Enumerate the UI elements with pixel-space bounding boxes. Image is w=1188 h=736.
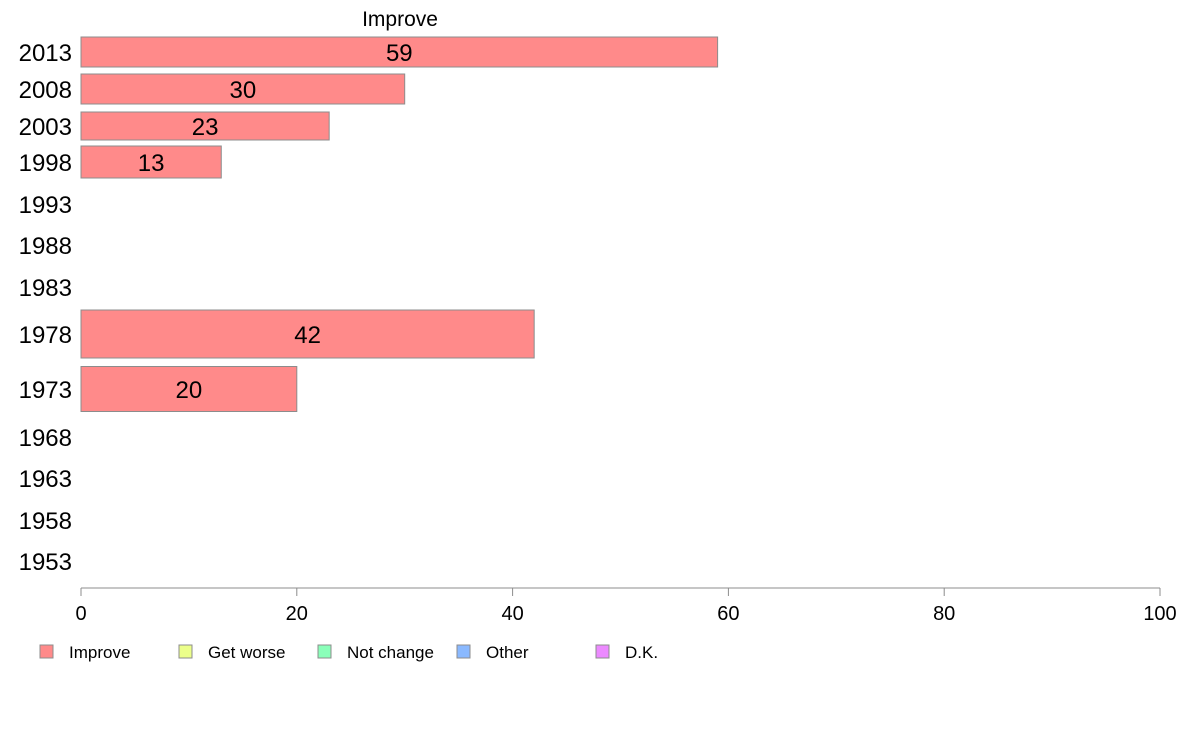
category-labels: 2013 2008 2003 1998 1993 1988 1983 1978 1973 1968… bbox=[19, 40, 72, 576]
x-tick-label: 20 bbox=[286, 603, 308, 625]
bar bbox=[80, 366, 298, 412]
category-label: 1958 bbox=[19, 508, 72, 535]
bar-value-label: 42 bbox=[294, 322, 321, 349]
bar-labels-layer: 59 30 23 13 42 20 bbox=[138, 40, 413, 404]
legend-label: Other bbox=[486, 643, 529, 662]
legend-swatch bbox=[317, 644, 332, 659]
legend-swatch bbox=[39, 644, 54, 659]
category-label: 1978 bbox=[19, 322, 72, 349]
x-tick-label: 0 bbox=[75, 603, 86, 625]
legend-label: Not change bbox=[347, 643, 434, 662]
category-label: 1973 bbox=[19, 377, 72, 404]
legend: Improve Get worse Not change Other D.K. bbox=[39, 643, 658, 662]
legend-swatch bbox=[595, 644, 610, 659]
category-label: 1983 bbox=[19, 275, 72, 302]
bar bbox=[80, 145, 222, 179]
x-tick-label: 40 bbox=[501, 603, 523, 625]
category-label: 2013 bbox=[19, 40, 72, 67]
bar-value-label: 13 bbox=[138, 150, 165, 177]
bar-value-label: 59 bbox=[386, 40, 413, 67]
category-label: 1953 bbox=[19, 549, 72, 576]
legend-swatch bbox=[178, 644, 193, 659]
legend-label: Get worse bbox=[208, 643, 285, 662]
chart-title: Improve bbox=[362, 8, 438, 31]
category-label: 1968 bbox=[19, 425, 72, 452]
legend-label: D.K. bbox=[625, 643, 658, 662]
bar-value-label: 20 bbox=[176, 377, 203, 404]
legend-label: Improve bbox=[69, 643, 130, 662]
category-label: 1993 bbox=[19, 192, 72, 219]
bar-value-label: 23 bbox=[192, 114, 219, 141]
category-label: 1998 bbox=[19, 150, 72, 177]
bar-value-label: 30 bbox=[229, 77, 256, 104]
category-label: 2008 bbox=[19, 77, 72, 104]
bars-layer bbox=[80, 36, 719, 412]
bar bbox=[80, 73, 406, 105]
x-tick-label: 80 bbox=[933, 603, 955, 625]
x-tick-label: 60 bbox=[717, 603, 739, 625]
x-axis: 0 20 40 60 80 100 bbox=[75, 587, 1177, 625]
category-label: 1963 bbox=[19, 466, 72, 493]
legend-swatch bbox=[456, 644, 471, 659]
bar bbox=[80, 111, 330, 141]
category-label: 2003 bbox=[19, 114, 72, 141]
category-label: 1988 bbox=[19, 233, 72, 260]
bar bbox=[80, 36, 719, 68]
x-tick-label: 100 bbox=[1143, 603, 1176, 625]
bar bbox=[80, 309, 535, 359]
